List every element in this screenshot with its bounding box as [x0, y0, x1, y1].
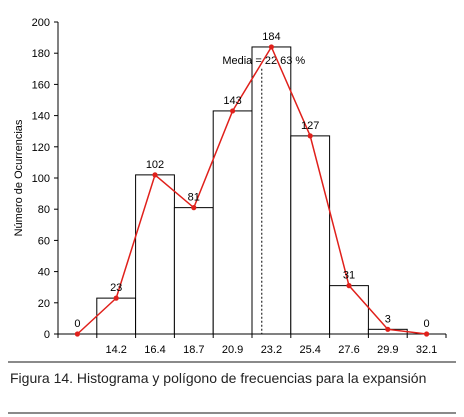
histogram-bar: [96, 297, 137, 335]
histogram-chart: Media = 22.63 % 0 23 102 81 143 184 127 31 3 0 0 2…: [13, 17, 447, 356]
data-label: 31: [343, 270, 355, 282]
y-tick-label: 100: [32, 173, 50, 185]
polygon-point: [385, 326, 391, 332]
histogram-bar: [212, 110, 253, 335]
y-tick-label: 20: [38, 298, 50, 310]
y-tick-label: 60: [38, 235, 50, 247]
histogram-bar: [251, 46, 292, 335]
caption-rule-bottom: [8, 412, 456, 414]
data-label: 184: [262, 31, 280, 43]
x-tick-label: 27.6: [338, 344, 359, 356]
mean-label: Media = 22.63 %: [222, 55, 305, 67]
histogram-bar: [290, 135, 331, 335]
y-tick-label: 180: [32, 48, 50, 60]
x-tick-labels: 14.2 16.4 18.7 20.9 23.2 25.4 27.6 29.9 32.1: [105, 344, 437, 356]
data-label: 0: [74, 318, 80, 330]
histogram-bar: [135, 174, 175, 335]
y-tick-label: 160: [32, 79, 50, 91]
figure-caption: Figura 14. Histograma y polígono de frec…: [10, 370, 427, 386]
polygon-point: [113, 295, 119, 301]
data-label: 0: [424, 318, 430, 330]
polygon-point: [191, 205, 197, 211]
x-tick-label: 20.9: [222, 344, 243, 356]
y-tick-label: 120: [32, 142, 50, 154]
caption-rule-top: [8, 361, 456, 363]
x-tick-label: 14.2: [105, 344, 126, 356]
histogram-bars: [96, 46, 408, 335]
histogram-bar: [173, 207, 214, 335]
y-tick-label: 140: [32, 111, 50, 123]
data-label: 23: [110, 282, 122, 294]
x-tick-label: 29.9: [377, 344, 398, 356]
frequency-polygon: [74, 44, 430, 337]
y-tick-label: 0: [44, 329, 50, 341]
x-tick-label: 32.1: [416, 344, 437, 356]
data-label: 81: [188, 192, 200, 204]
x-tick-label: 16.4: [144, 344, 165, 356]
y-axis-label: Número de Ocurrencias: [13, 119, 25, 236]
mean-annotation: Media = 22.63 %: [222, 55, 305, 334]
y-tick-label: 200: [32, 17, 50, 29]
data-label: 3: [385, 313, 391, 325]
x-tick-label: 25.4: [299, 344, 320, 356]
y-tick-labels: 0 20 40 60 80 100 120 140 160 180 200: [32, 17, 50, 341]
polygon-point: [307, 133, 313, 139]
polygon-point: [152, 172, 158, 178]
x-tick-label: 18.7: [183, 344, 204, 356]
data-label: 102: [146, 159, 164, 171]
y-tick-label: 80: [38, 204, 50, 216]
polygon-point: [346, 283, 352, 289]
polygon-point: [230, 108, 236, 114]
data-label: 143: [223, 95, 241, 107]
polygon-point: [74, 331, 80, 337]
x-tick-label: 23.2: [261, 344, 282, 356]
polygon-point: [268, 44, 274, 50]
data-labels: 0 23 102 81 143 184 127 31 3 0: [74, 31, 429, 330]
y-tick-label: 40: [38, 267, 50, 279]
polygon-line: [76, 45, 427, 335]
data-label: 127: [301, 120, 319, 132]
polygon-point: [424, 331, 430, 337]
histogram-bar: [329, 285, 369, 335]
